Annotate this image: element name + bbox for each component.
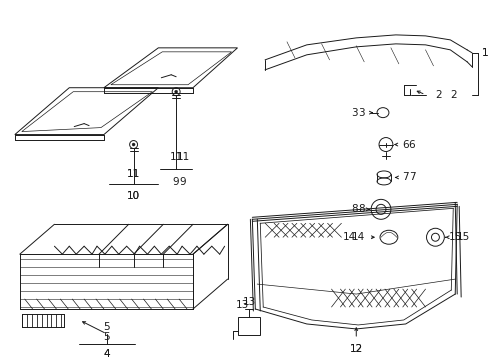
Text: 12: 12 bbox=[349, 344, 362, 354]
Text: 14: 14 bbox=[342, 232, 356, 242]
Circle shape bbox=[174, 90, 177, 93]
Text: 11: 11 bbox=[176, 153, 189, 162]
Text: 12: 12 bbox=[349, 344, 362, 354]
Text: 8: 8 bbox=[357, 204, 364, 214]
Text: 2: 2 bbox=[449, 90, 456, 100]
Text: 5: 5 bbox=[103, 322, 110, 332]
Text: 15: 15 bbox=[447, 232, 461, 242]
Circle shape bbox=[132, 143, 135, 146]
Text: 3: 3 bbox=[351, 108, 358, 118]
Text: 4: 4 bbox=[103, 349, 110, 359]
Text: 7: 7 bbox=[402, 172, 408, 183]
Text: 13: 13 bbox=[235, 300, 248, 310]
Text: 3: 3 bbox=[357, 108, 364, 118]
Text: 5: 5 bbox=[103, 332, 110, 342]
Text: 4: 4 bbox=[103, 349, 110, 359]
Text: 14: 14 bbox=[351, 232, 364, 242]
Text: 10: 10 bbox=[127, 192, 140, 201]
Text: 10: 10 bbox=[127, 192, 140, 201]
Text: 1: 1 bbox=[481, 48, 488, 58]
Text: 7: 7 bbox=[408, 172, 414, 183]
Text: 6: 6 bbox=[402, 140, 408, 149]
Text: 11: 11 bbox=[127, 170, 140, 179]
Text: 2: 2 bbox=[434, 90, 441, 100]
Text: 1: 1 bbox=[481, 48, 488, 58]
Text: 9: 9 bbox=[180, 177, 186, 188]
Text: 11: 11 bbox=[127, 170, 140, 179]
Text: 6: 6 bbox=[408, 140, 414, 149]
Text: 8: 8 bbox=[351, 204, 358, 214]
Text: 13: 13 bbox=[242, 297, 256, 307]
Text: 11: 11 bbox=[169, 153, 183, 162]
Text: 15: 15 bbox=[456, 232, 469, 242]
Text: 9: 9 bbox=[172, 177, 179, 188]
